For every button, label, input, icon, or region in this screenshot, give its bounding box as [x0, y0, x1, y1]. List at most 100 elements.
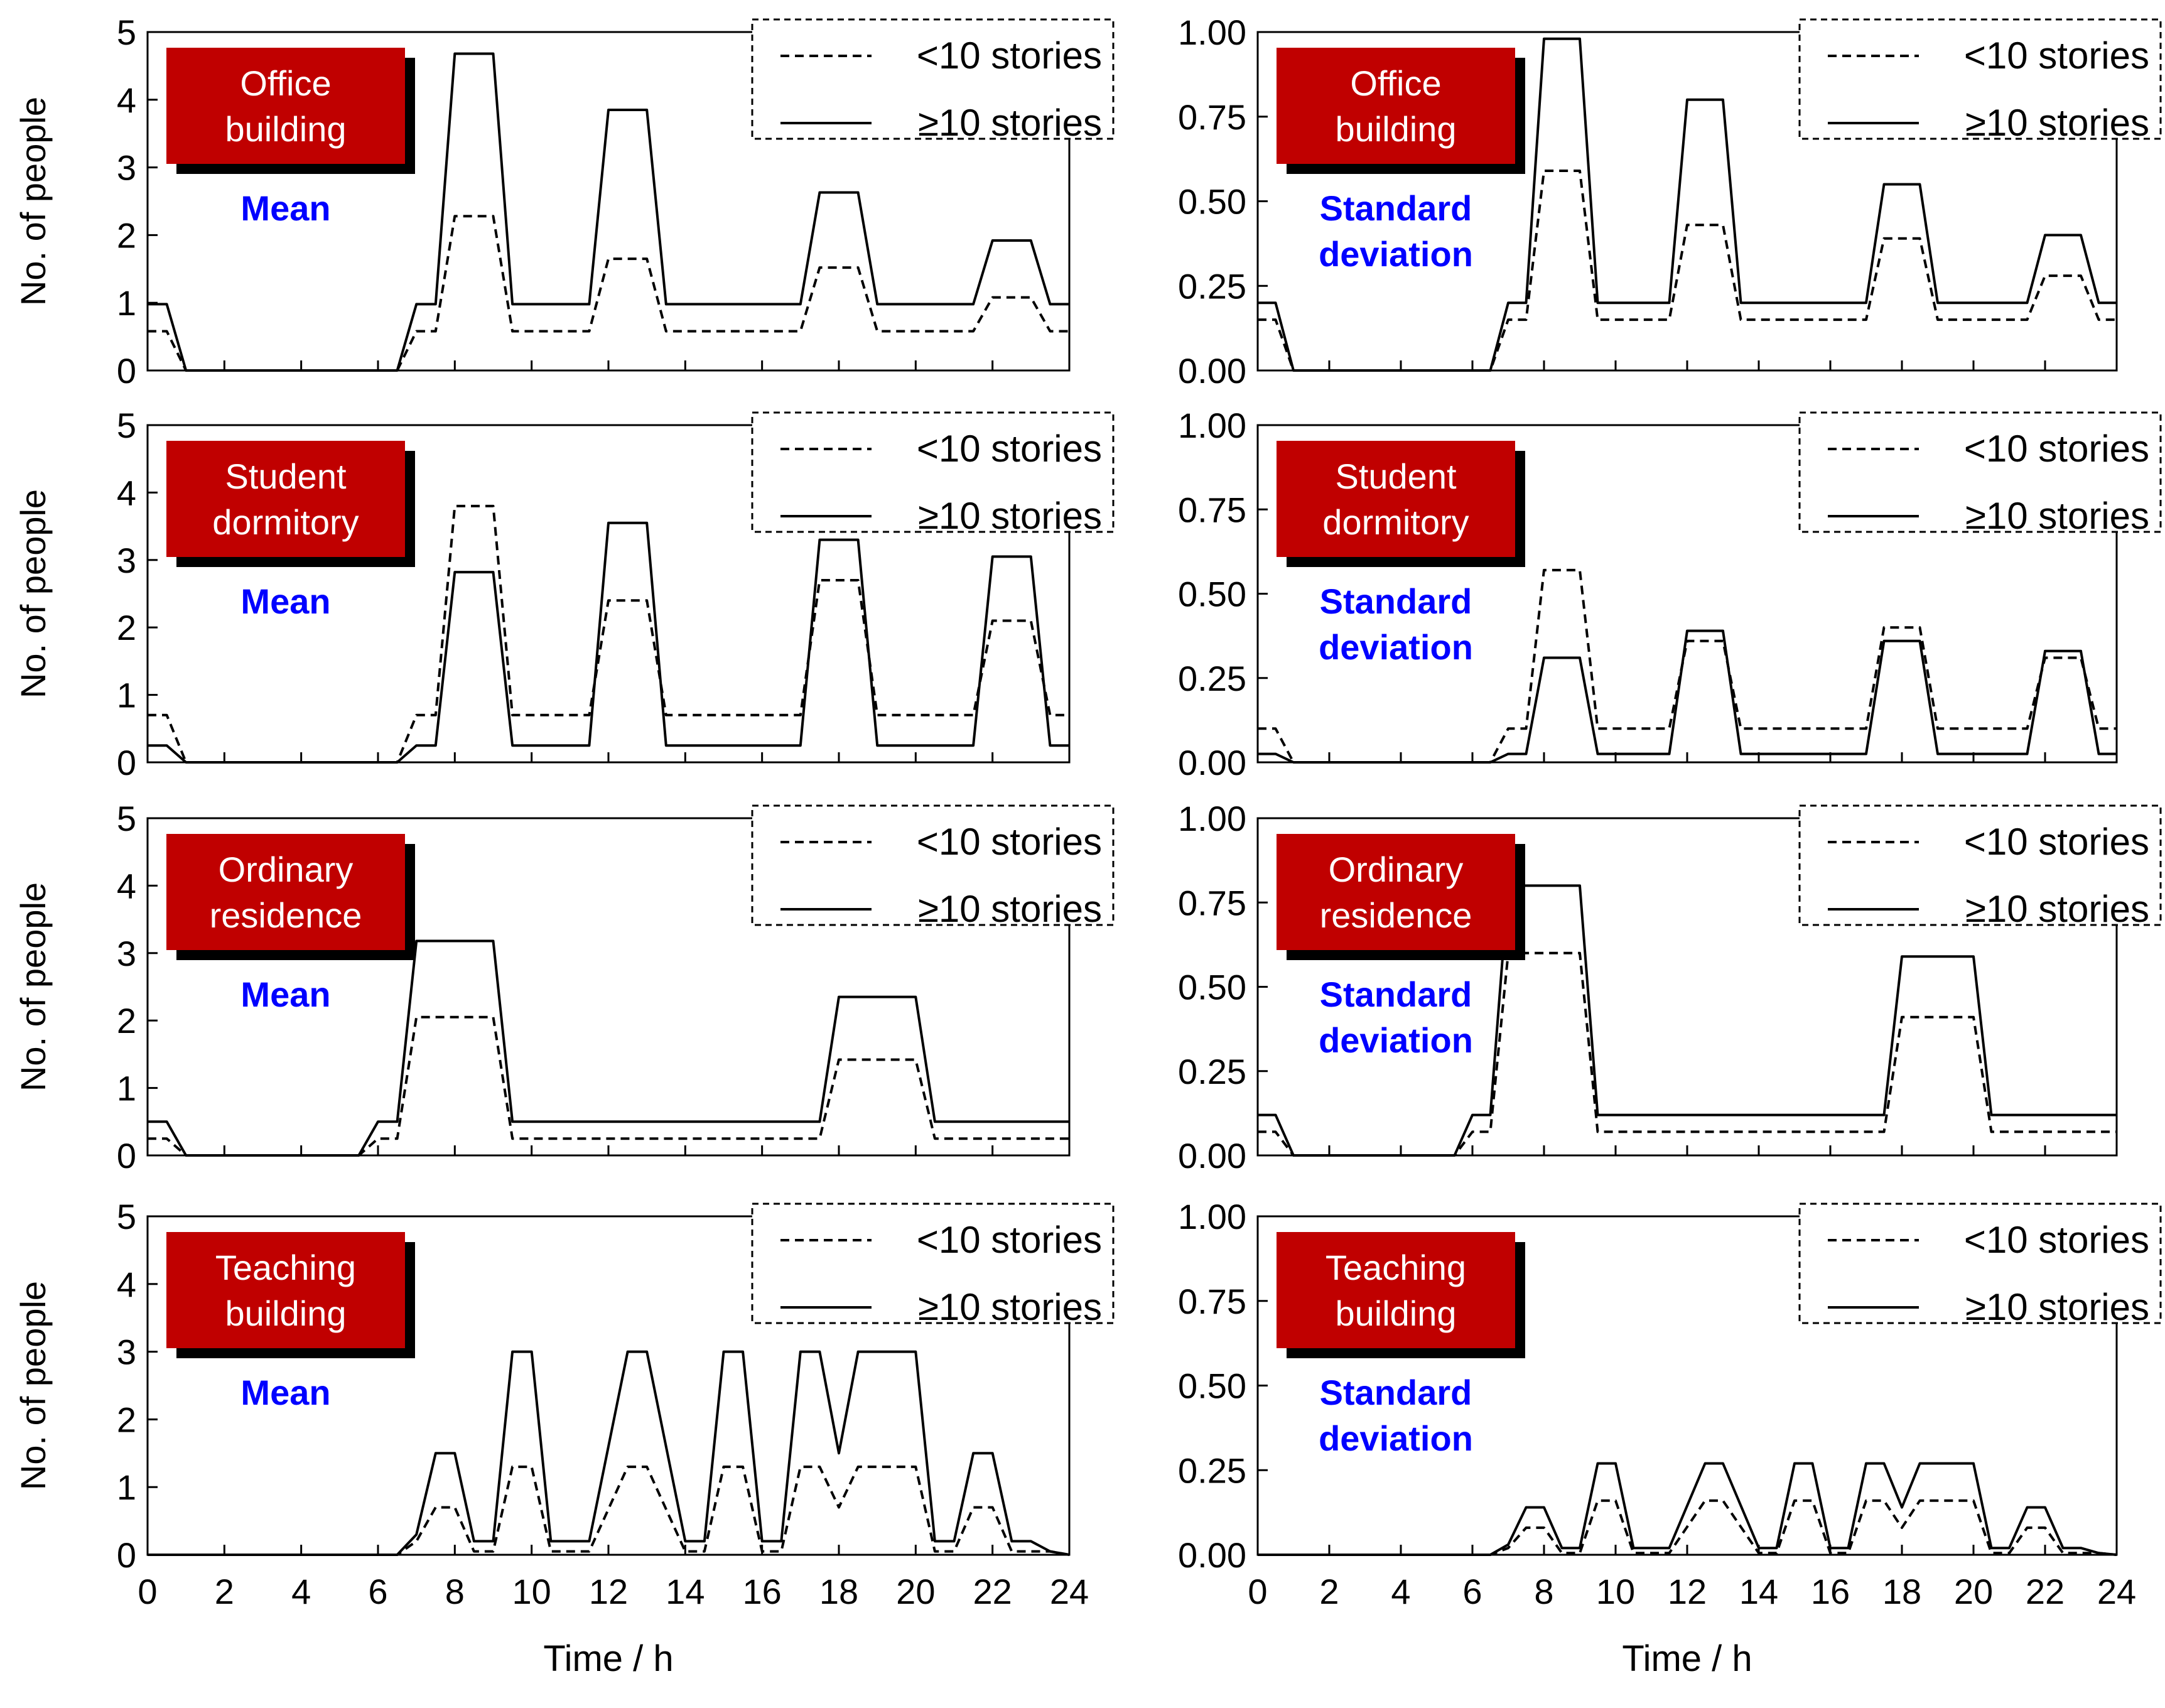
y-axis-title: No. of people: [13, 97, 53, 306]
x-tick-label: 22: [2026, 1572, 2065, 1611]
x-tick-label: 12: [589, 1572, 628, 1611]
legend-label-under-10: <10 stories: [1964, 428, 2149, 470]
building-label-text: Student: [1335, 457, 1456, 496]
x-tick-label: 16: [1811, 1572, 1850, 1611]
y-tick-label: 2: [117, 1001, 136, 1040]
statistic-label: Standard: [1320, 581, 1472, 621]
legend-label-under-10: <10 stories: [917, 35, 1102, 77]
series-line-under-10-stories: [148, 1465, 1070, 1556]
x-tick-label: 4: [291, 1572, 311, 1611]
building-label-text: Office: [240, 63, 331, 103]
building-label-box: [166, 441, 405, 557]
series-line-10-plus-stories: [148, 939, 1069, 1157]
statistic-label: Mean: [240, 188, 330, 228]
legend-label-under-10: <10 stories: [1964, 821, 2149, 863]
legend-label-under-10: <10 stories: [917, 821, 1102, 863]
legend-box: [1798, 411, 2162, 533]
y-tick-label: 4: [117, 473, 136, 512]
y-tick-label: 0.75: [1178, 490, 1246, 529]
y-tick-label: 0.75: [1178, 883, 1246, 922]
legend-label-10-plus: ≥10 stories: [1965, 102, 2149, 144]
series-line-10-plus-stories: [148, 521, 1069, 764]
series-line-under-10-stories: [1258, 170, 2117, 372]
y-tick-label: 3: [117, 1332, 136, 1372]
x-axis-title: Time / h: [543, 1638, 673, 1679]
y-axis-title: No. of people: [13, 1281, 53, 1490]
x-tick-label: 6: [368, 1572, 387, 1611]
panel-dormitory-mean: 0 1 2 3 4 5 No. of people Student dormitory Mean <…: [13, 406, 1115, 782]
y-tick-label: 0.75: [1178, 97, 1246, 137]
y-tick-label: 0: [117, 743, 136, 782]
x-tick-label: 12: [1668, 1572, 1707, 1611]
statistic-label: deviation: [1319, 1020, 1473, 1060]
x-tick-label: 20: [896, 1572, 935, 1611]
legend-label-10-plus: ≥10 stories: [1965, 888, 2149, 930]
y-tick-label: 4: [117, 866, 136, 905]
statistic-label: Standard: [1320, 975, 1472, 1014]
building-label-text: dormitory: [1322, 502, 1469, 542]
y-tick-label: 0: [117, 351, 136, 391]
series-line-under-10-stories: [148, 215, 1069, 372]
legend-label-10-plus: ≥10 stories: [1965, 495, 2149, 537]
legend-box: [1798, 804, 2162, 926]
x-tick-label: 0: [138, 1572, 157, 1611]
x-tick-label: 6: [1462, 1572, 1482, 1611]
statistic-label: Mean: [240, 975, 330, 1014]
y-tick-label: 4: [117, 80, 136, 120]
y-tick-label: 1.00: [1178, 13, 1246, 52]
y-tick-label: 5: [117, 406, 136, 445]
statistic-label: Mean: [240, 581, 330, 621]
legend-box: [751, 804, 1115, 926]
series-line-10-plus-stories: [148, 52, 1069, 372]
x-tick-label: 10: [1596, 1572, 1635, 1611]
y-axis-title: No. of people: [13, 882, 53, 1091]
y-tick-label: 1: [117, 1069, 136, 1108]
legend-label-10-plus: ≥10 stories: [918, 1286, 1102, 1328]
y-tick-label: 0: [117, 1136, 136, 1176]
y-tick-label: 2: [117, 1400, 136, 1439]
y-axis-title: No. of people: [13, 489, 53, 698]
statistic-label: Standard: [1320, 1373, 1472, 1412]
y-tick-label: 3: [117, 541, 136, 580]
y-tick-label: 0.75: [1178, 1282, 1246, 1321]
series-line-10-plus-stories: [1258, 629, 2117, 764]
legend-label-10-plus: ≥10 stories: [918, 888, 1102, 930]
building-label-text: building: [1335, 109, 1456, 149]
y-tick-label: 5: [117, 13, 136, 52]
y-tick-label: 1: [117, 1467, 136, 1507]
building-label-text: Teaching: [1325, 1248, 1466, 1287]
y-tick-label: 1: [117, 676, 136, 715]
y-tick-label: 0.50: [1178, 182, 1246, 222]
y-tick-label: 0.25: [1178, 1052, 1246, 1091]
building-label-text: Ordinary: [1329, 850, 1464, 889]
y-tick-label: 2: [117, 215, 136, 255]
legend-box: [751, 411, 1115, 533]
building-label-text: dormitory: [212, 502, 359, 542]
series-line-under-10-stories: [148, 504, 1069, 764]
legend-box: [1798, 1203, 2162, 1324]
y-tick-label: 0.00: [1178, 743, 1246, 782]
building-label-box: [166, 1232, 405, 1348]
series-line-under-10-stories: [1258, 568, 2117, 764]
panel-office-mean: 0 1 2 3 4 5 No. of people Office building Mean <10…: [13, 13, 1115, 391]
x-tick-label: 0: [1248, 1572, 1267, 1611]
building-label-box: [1277, 834, 1515, 950]
building-label-box: [1277, 48, 1515, 164]
statistic-label: Mean: [240, 1373, 330, 1412]
building-label-box: [1277, 441, 1515, 557]
y-tick-label: 0.50: [1178, 575, 1246, 614]
building-label-text: residence: [210, 895, 362, 935]
x-tick-label: 2: [1319, 1572, 1339, 1611]
panel-teaching-sd: 0.000.250.500.751.000 2 4 6 8 10 12 14 16 18 20 22 2…: [1178, 1197, 2162, 1679]
y-tick-label: 0.00: [1178, 1535, 1246, 1575]
legend-box: [751, 1203, 1115, 1324]
y-tick-label: 1.00: [1178, 799, 1246, 838]
building-label-text: building: [1335, 1294, 1456, 1333]
panel-dormitory-sd: 0.00 0.25 0.50 0.75 1.00 Student dormitory Stan…: [1178, 406, 2162, 782]
x-tick-label: 2: [215, 1572, 234, 1611]
building-label-text: Office: [1350, 63, 1441, 103]
building-label-text: building: [225, 109, 346, 149]
building-label-text: Student: [225, 457, 346, 496]
